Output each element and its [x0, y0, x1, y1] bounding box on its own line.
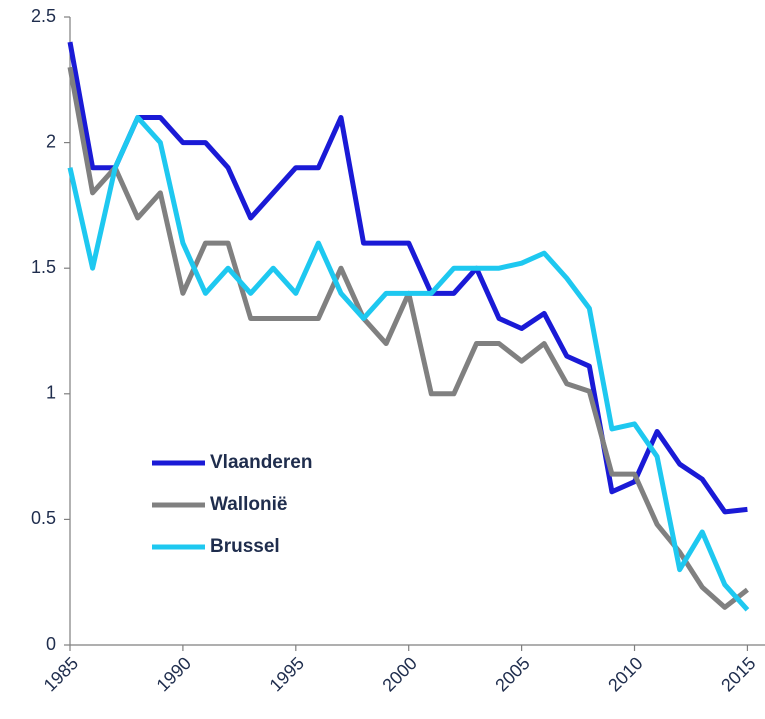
legend-label: Brussel — [210, 536, 280, 557]
y-tick-label: 0.5 — [31, 508, 56, 528]
x-tick-label: 1995 — [266, 653, 308, 695]
line-series — [67, 66, 749, 610]
x-tick-label: 2010 — [604, 653, 646, 695]
x-tick-label: 1990 — [153, 653, 195, 695]
y-tick-label: 0 — [46, 634, 56, 654]
y-tick-label: 1.5 — [31, 257, 56, 277]
x-tick-label: 1985 — [40, 653, 82, 695]
x-tick-label: 2005 — [491, 653, 533, 695]
x-tick-label: 2015 — [717, 653, 759, 695]
legend-label: Vlaanderen — [210, 452, 312, 473]
x-tick-label: 2000 — [378, 653, 420, 695]
y-tick-label: 2 — [46, 131, 56, 151]
y-tick-label: 1 — [46, 383, 56, 403]
line-series — [67, 114, 750, 612]
line-series — [67, 41, 748, 515]
y-tick-label: 2.5 — [31, 6, 56, 26]
legend-label: Wallonië — [210, 494, 287, 515]
